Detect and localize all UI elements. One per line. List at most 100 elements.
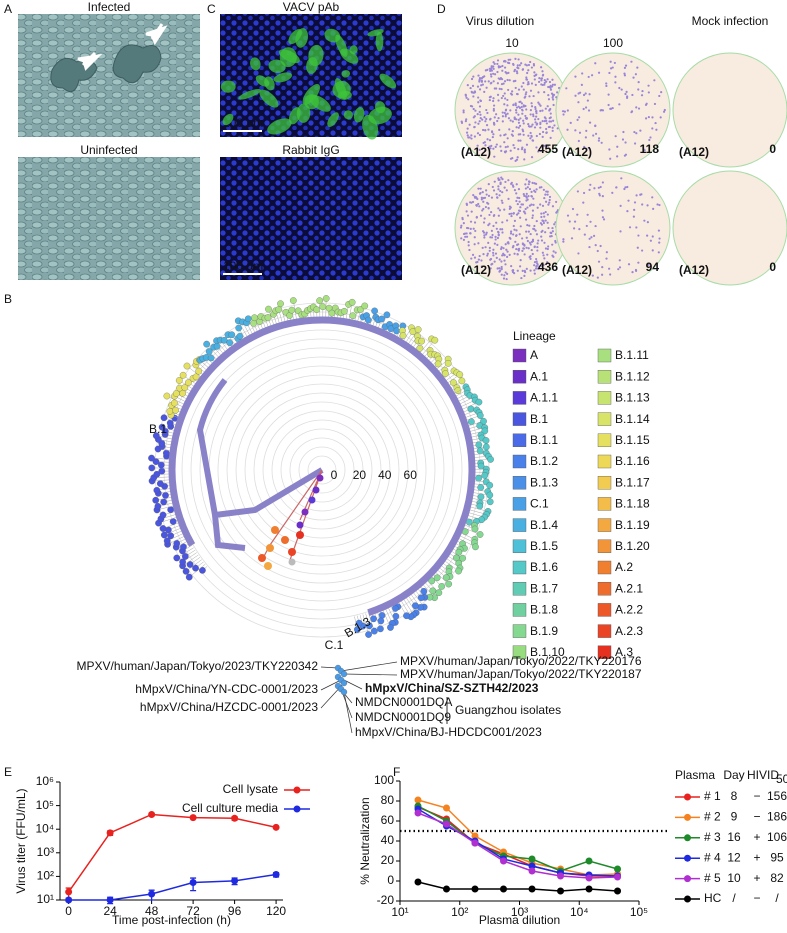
plaque-dot: [552, 98, 554, 100]
plaque-dot: [614, 62, 616, 64]
plaque-dot: [585, 92, 587, 94]
plaque-dot: [554, 240, 556, 242]
plaque-dot: [503, 208, 505, 210]
plaque-dot: [494, 261, 496, 263]
plaque-dot: [469, 232, 471, 234]
plaque-dot: [517, 67, 519, 69]
plaque-dot: [519, 101, 521, 103]
plaque-dot: [536, 123, 538, 125]
plaque-dot: [506, 250, 508, 252]
plaque-dot: [620, 205, 622, 207]
plaque-dot: [541, 70, 543, 72]
plaque-dot: [532, 198, 534, 200]
plaque-dot: [494, 236, 496, 238]
plaque-dot: [499, 145, 501, 147]
plaque-dot: [616, 155, 618, 157]
plaque-dot: [527, 123, 529, 125]
leaf: [297, 522, 304, 529]
plaque-dot: [504, 254, 506, 256]
plaque-dot: [551, 79, 553, 81]
plaque-dot: [467, 214, 469, 216]
plaque-dot: [488, 183, 490, 185]
plaque-dot: [492, 97, 494, 99]
plaque-dot: [528, 230, 530, 232]
plaque-dot: [552, 120, 554, 122]
plaque-dot: [513, 225, 515, 227]
plaque-dot: [522, 120, 524, 122]
plaque-dot: [495, 146, 497, 148]
leaf: [341, 671, 347, 677]
plaque-dot: [492, 252, 494, 254]
legend-label: # 2: [704, 810, 721, 824]
plaque-dot: [500, 77, 502, 79]
plaque-dot: [608, 268, 610, 270]
plaque-dot: [514, 189, 516, 191]
plaque-dot: [598, 137, 600, 139]
plaque-dot: [496, 120, 498, 122]
well-label: (A12): [562, 145, 592, 159]
plaque-dot: [503, 141, 505, 143]
plaque-dot: [546, 254, 548, 256]
plaque-dot: [531, 82, 533, 84]
panel-label: F: [393, 765, 400, 779]
plaque-dot: [512, 186, 514, 188]
plaque-dot: [593, 187, 595, 189]
plaque-dot: [514, 118, 516, 120]
plaque-dot: [548, 98, 550, 100]
leaf: [362, 303, 368, 309]
plaque-dot: [618, 87, 620, 89]
legend-label: # 1: [704, 789, 721, 803]
leaf: [229, 332, 235, 338]
plaque-dot: [511, 182, 513, 184]
clade-label: C.1: [325, 638, 344, 652]
plaque-dot: [552, 104, 554, 106]
legend-swatch: [598, 434, 611, 447]
plaque-dot: [537, 242, 539, 244]
plaque-dot: [540, 79, 542, 81]
plaque-dot: [574, 95, 576, 97]
plaque-dot: [529, 255, 531, 257]
plaque-dot: [542, 74, 544, 76]
plaque-dot: [608, 148, 610, 150]
plaque-dot: [489, 96, 491, 98]
plaque-dot: [509, 109, 511, 111]
plaque-dot: [544, 194, 546, 196]
leaf: [162, 492, 168, 498]
plaque-dot: [514, 241, 516, 243]
plaque-dot: [528, 95, 530, 97]
plaque-dot: [538, 81, 540, 83]
plaque-dot: [474, 243, 476, 245]
plaque-dot: [567, 214, 569, 216]
plaque-dot: [537, 239, 539, 241]
plaque-dot: [483, 221, 485, 223]
plaque-dot: [470, 228, 472, 230]
plaque-dot: [552, 130, 554, 132]
legend-label: HC: [704, 891, 722, 905]
leaf: [445, 581, 451, 587]
plaque-dot: [482, 191, 484, 193]
panel-label: E: [4, 765, 12, 779]
plaque-dot: [483, 75, 485, 77]
plaque-dot: [523, 248, 525, 250]
plaque-dot: [586, 225, 588, 227]
plaque-dot: [651, 116, 653, 118]
leaf: [323, 295, 329, 301]
plaque-dot: [496, 244, 498, 246]
leaf: [476, 442, 482, 448]
leaf: [176, 377, 182, 383]
plaque-dot: [499, 190, 501, 192]
plaque-dot: [646, 235, 648, 237]
plaque-dot: [500, 150, 502, 152]
leaf: [281, 536, 289, 544]
plaque-dot: [588, 246, 590, 248]
plaque-dot: [515, 109, 517, 111]
plaque-dot: [534, 118, 536, 120]
leaf: [203, 341, 209, 347]
plaque-dot: [492, 61, 494, 63]
legend-marker: [684, 875, 691, 882]
plaque-dot: [634, 142, 636, 144]
plaque-dot: [551, 244, 553, 246]
legend-label: B.1.12: [615, 369, 650, 383]
plaque-dot: [579, 132, 581, 134]
